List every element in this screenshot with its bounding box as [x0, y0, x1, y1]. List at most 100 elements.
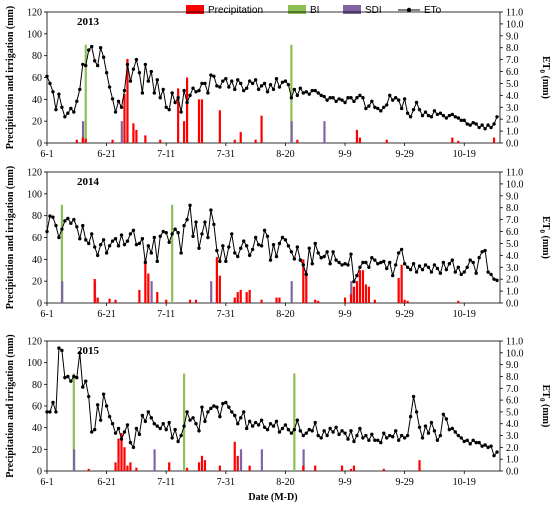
eto-point: [450, 112, 455, 117]
eto-point: [122, 242, 127, 247]
eto-point: [84, 238, 88, 242]
eto-point: [81, 62, 85, 67]
eto-point: [322, 94, 326, 99]
x-tick-label: 7-31: [217, 477, 235, 488]
eto-point: [233, 251, 237, 255]
eto-point: [277, 430, 282, 434]
eto-point: [54, 223, 58, 228]
eto-point: [373, 438, 377, 442]
eto-point: [316, 251, 320, 255]
eto-point: [161, 422, 165, 426]
legend-label-sdi: SDI: [365, 5, 382, 16]
eto-point: [295, 245, 300, 249]
bi-bar: [171, 204, 174, 303]
eto-point: [197, 429, 201, 433]
left-tick-label: 60: [32, 402, 42, 413]
eto-point: [241, 410, 246, 414]
x-tick-label: 9-29: [395, 477, 413, 488]
x-tick-label: 6-1: [40, 149, 53, 160]
eto-point: [396, 251, 401, 255]
eto-point: [468, 258, 472, 262]
eto-point: [432, 429, 437, 433]
eto-point: [337, 432, 341, 437]
eto-point: [137, 241, 142, 246]
right-tick-label: 1.0: [506, 455, 519, 466]
left-tick-label: 120: [27, 8, 42, 19]
eto-point: [164, 231, 168, 235]
eto-point: [444, 267, 449, 272]
eto-point: [57, 92, 61, 96]
eto-point: [483, 127, 487, 131]
eto-point: [388, 260, 392, 265]
eto-point: [373, 105, 377, 109]
right-tick-label: 11.0: [506, 8, 523, 19]
eto-point: [346, 96, 350, 100]
eto-point: [426, 431, 431, 435]
eto-point: [268, 422, 273, 426]
eto-point: [69, 221, 73, 225]
eto-point: [429, 115, 434, 119]
precipitation-bar: [117, 438, 120, 471]
eto-point: [140, 91, 145, 95]
eto-point: [75, 225, 79, 229]
eto-point: [376, 106, 380, 111]
x-axis-label: Date (M-D): [248, 492, 297, 503]
eto-point: [283, 423, 288, 427]
x-tick-label: 8-20: [276, 149, 294, 160]
eto-point: [313, 88, 317, 93]
eto-point: [492, 277, 496, 281]
x-tick-label: 6-1: [40, 477, 53, 488]
precipitation-bar: [233, 441, 236, 471]
year-label: 2014: [77, 176, 100, 188]
eto-point: [241, 239, 246, 243]
sdi-bar: [323, 121, 326, 143]
eto-point: [236, 422, 240, 426]
precipitation-bar: [355, 281, 359, 303]
eto-point: [483, 248, 487, 253]
eto-point: [420, 436, 425, 440]
legend: Precipitation BI SDI ETo: [186, 5, 442, 16]
eto-point: [212, 404, 216, 408]
right-tick-label: 8.0: [506, 43, 519, 54]
right-tick-label: 2.0: [506, 443, 519, 454]
eto-point: [107, 85, 112, 89]
precipitation-bar: [156, 292, 159, 303]
eto-point: [179, 110, 183, 114]
eto-point: [283, 79, 288, 83]
eto-point: [304, 90, 308, 94]
eto-point: [465, 438, 469, 442]
precipitation-bar: [120, 433, 123, 471]
eto-point: [259, 244, 264, 248]
precipitation-bar: [236, 292, 239, 303]
eto-point: [459, 436, 463, 440]
eto-point: [274, 419, 279, 424]
eto-point: [164, 427, 168, 432]
eto-point: [459, 272, 463, 277]
precipitation-bar: [218, 110, 221, 143]
eto-point: [200, 232, 204, 236]
eto-point: [128, 79, 133, 83]
eto-point: [271, 87, 276, 92]
eto-point: [131, 445, 136, 450]
eto-point: [72, 217, 76, 222]
precipitation-bar: [364, 284, 367, 303]
y-axis-label-right-unit: (mm): [540, 73, 550, 99]
eto-point: [218, 85, 222, 89]
y-axis-label-right-main: ET: [540, 216, 550, 230]
eto-point: [90, 232, 94, 236]
eto-point: [388, 93, 392, 98]
eto-point: [134, 57, 139, 62]
left-tick-label: 40: [32, 255, 42, 266]
left-tick-label: 100: [27, 358, 42, 369]
eto-point: [319, 436, 323, 440]
eto-point: [158, 96, 162, 100]
right-tick-label: 0.0: [506, 299, 519, 310]
eto-point: [268, 82, 273, 87]
eto-point: [337, 97, 341, 101]
eto-point: [244, 244, 249, 248]
eto-point: [182, 223, 186, 228]
right-tick-label: 11.0: [506, 337, 523, 348]
eto-point: [179, 433, 183, 438]
eto-point: [319, 256, 323, 260]
eto-point: [280, 235, 285, 240]
